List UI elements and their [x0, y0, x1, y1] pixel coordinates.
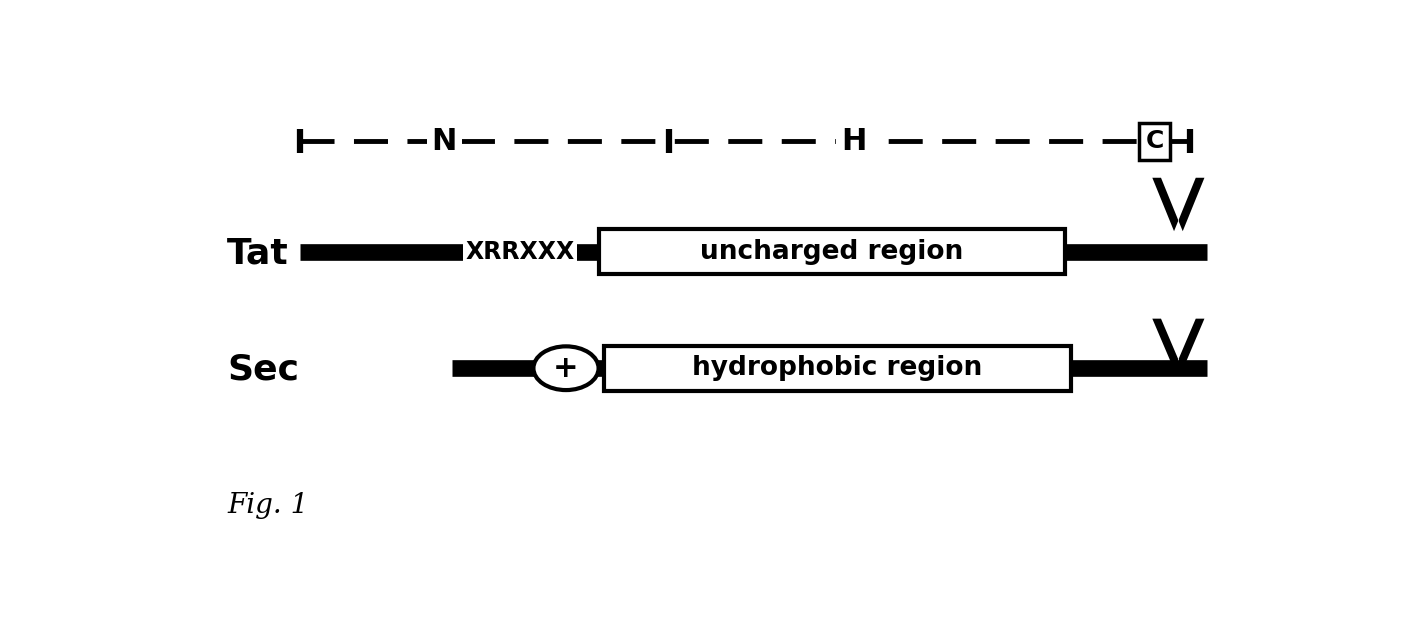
Text: +: +: [553, 354, 579, 383]
Polygon shape: [1153, 178, 1205, 231]
Text: XRRXXX: XRRXXX: [465, 240, 574, 264]
Text: N: N: [432, 127, 457, 156]
Text: H: H: [841, 127, 866, 156]
Text: uncharged region: uncharged region: [700, 239, 964, 264]
Polygon shape: [1153, 319, 1205, 370]
Ellipse shape: [534, 346, 598, 390]
Text: Fig. 1: Fig. 1: [227, 492, 308, 519]
Text: hydrophobic region: hydrophobic region: [692, 355, 982, 381]
Text: Tat: Tat: [227, 236, 289, 270]
FancyBboxPatch shape: [598, 229, 1066, 274]
Text: C: C: [1145, 129, 1164, 153]
Text: Sec: Sec: [227, 353, 300, 387]
FancyBboxPatch shape: [604, 346, 1070, 391]
